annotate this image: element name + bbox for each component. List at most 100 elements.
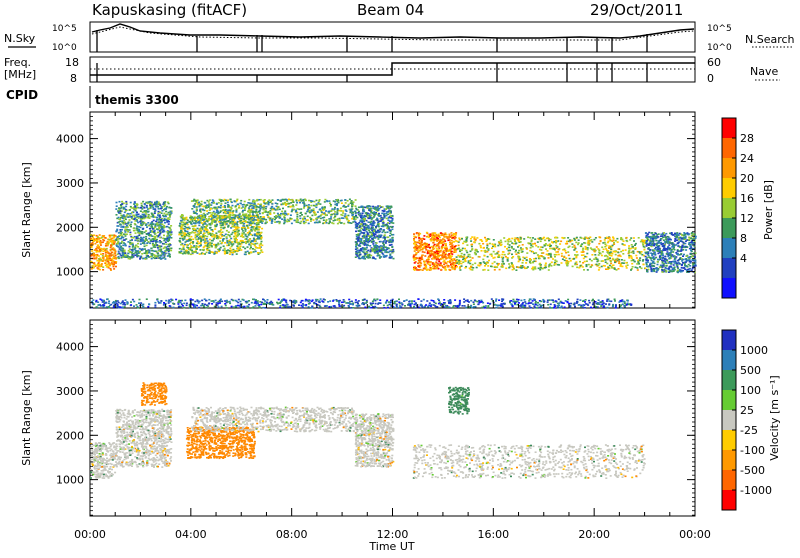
scatter-point-6 <box>610 251 612 253</box>
scatter-point-3 <box>259 205 261 207</box>
scatter-point-2 <box>195 245 197 247</box>
scatter-point-3 <box>231 208 233 210</box>
scatter-point-2 <box>198 230 200 232</box>
scatter-point-3 <box>244 217 246 219</box>
scatter-point-5 <box>436 264 438 266</box>
scatter-point-1 <box>129 248 131 250</box>
scatter-point-2 <box>250 234 252 236</box>
scatter-point-2 <box>243 225 245 227</box>
scatter-point-6 <box>491 247 493 249</box>
scatter-point-5 <box>450 249 452 251</box>
scatter-point-6 <box>512 265 514 267</box>
scatter-point-5 <box>414 262 416 264</box>
scatter-point-3 <box>334 216 336 218</box>
scatter-point-2 <box>203 226 205 228</box>
scatter-point-6 <box>598 254 600 256</box>
scatter-point-4 <box>380 217 382 219</box>
scatter-point-4 <box>380 234 382 236</box>
scatter-point-1 <box>155 242 157 244</box>
scatter-point-5 <box>440 262 442 264</box>
scatter-point-6 <box>514 241 516 243</box>
scatter-point-6 <box>618 259 620 261</box>
scatter-point-1 <box>131 221 133 223</box>
scatter-point-3 <box>228 216 230 218</box>
scatter-point-3 <box>265 203 267 205</box>
scatter-point-3 <box>336 219 338 221</box>
scatter-point-3 <box>317 222 319 224</box>
scatter-point-1 <box>170 244 172 246</box>
scatter-point-1 <box>135 252 137 254</box>
scatter-point-0 <box>97 237 99 239</box>
scatter-point-3 <box>254 219 256 221</box>
scatter-point-5 <box>424 242 426 244</box>
scatter-point-0 <box>96 246 98 248</box>
scatter-point-4 <box>364 207 366 209</box>
scatter-point-2 <box>248 234 250 236</box>
scatter-point-1 <box>168 255 170 257</box>
scatter-point-4 <box>389 213 391 215</box>
scatter-point-3 <box>219 212 221 214</box>
scatter-point-6 <box>540 241 542 243</box>
scatter-point-3 <box>260 204 262 206</box>
scatter-point-3 <box>323 210 325 212</box>
scatter-point-1 <box>121 257 123 259</box>
scatter-point-1 <box>144 246 146 248</box>
scatter-point-6 <box>485 250 487 252</box>
scatter-point-6 <box>613 251 615 253</box>
scatter-point-1 <box>132 244 134 246</box>
scatter-point-5 <box>444 267 446 269</box>
scatter-point-2 <box>184 236 186 238</box>
scatter-point-5 <box>420 249 422 251</box>
scatter-point-4 <box>376 242 378 244</box>
scatter-point-1 <box>144 212 146 214</box>
scatter-point-2 <box>251 243 253 245</box>
scatter-point-1 <box>125 219 127 221</box>
scatter-point-5 <box>435 246 437 248</box>
scatter-point-3 <box>267 216 269 218</box>
scatter-point-1 <box>140 243 142 245</box>
scatter-point-3 <box>319 203 321 205</box>
scatter-point-4 <box>379 254 381 256</box>
scatter-point-3 <box>289 199 291 201</box>
scatter-point-2 <box>213 238 215 240</box>
scatter-point-3 <box>301 200 303 202</box>
scatter-point-6 <box>584 256 586 258</box>
scatter-point-2 <box>247 227 249 229</box>
scatter-point-6 <box>589 259 591 261</box>
scatter-point-5 <box>432 249 434 251</box>
scatter-point-3 <box>216 220 218 222</box>
scatter-point-3 <box>316 200 318 202</box>
scatter-point-5 <box>452 237 454 239</box>
scatter-point-6 <box>609 239 611 241</box>
scatter-point-6 <box>625 249 627 251</box>
scatter-point-5 <box>416 269 418 271</box>
scatter-point-5 <box>451 253 453 255</box>
scatter-point-6 <box>534 268 536 270</box>
scatter-point-5 <box>434 254 436 256</box>
scatter-point-6 <box>504 254 506 256</box>
scatter-point-0 <box>108 239 110 241</box>
scatter-point-2 <box>238 230 240 232</box>
scatter-point-5 <box>413 254 415 256</box>
scatter-point-6 <box>510 241 512 243</box>
scatter-point-5 <box>427 262 429 264</box>
scatter-point-3 <box>267 212 269 214</box>
scatter-point-6 <box>635 255 637 257</box>
scatter-point-6 <box>563 256 565 258</box>
scatter-point-3 <box>304 218 306 220</box>
scatter-point-0 <box>104 260 106 262</box>
scatter-point-3 <box>233 217 235 219</box>
scatter-point-6 <box>456 261 458 263</box>
scatter-point-2 <box>257 229 259 231</box>
scatter-point-1 <box>131 249 133 251</box>
scatter-point-2 <box>237 221 239 223</box>
scatter-point-4 <box>369 213 371 215</box>
scatter-point-3 <box>290 206 292 208</box>
scatter-point-6 <box>475 250 477 252</box>
scatter-point-6 <box>622 250 624 252</box>
scatter-point-2 <box>226 252 228 254</box>
scatter-point-3 <box>202 209 204 211</box>
scatter-point-3 <box>244 214 246 216</box>
scatter-point-2 <box>254 241 256 243</box>
scatter-point-6 <box>484 265 486 267</box>
